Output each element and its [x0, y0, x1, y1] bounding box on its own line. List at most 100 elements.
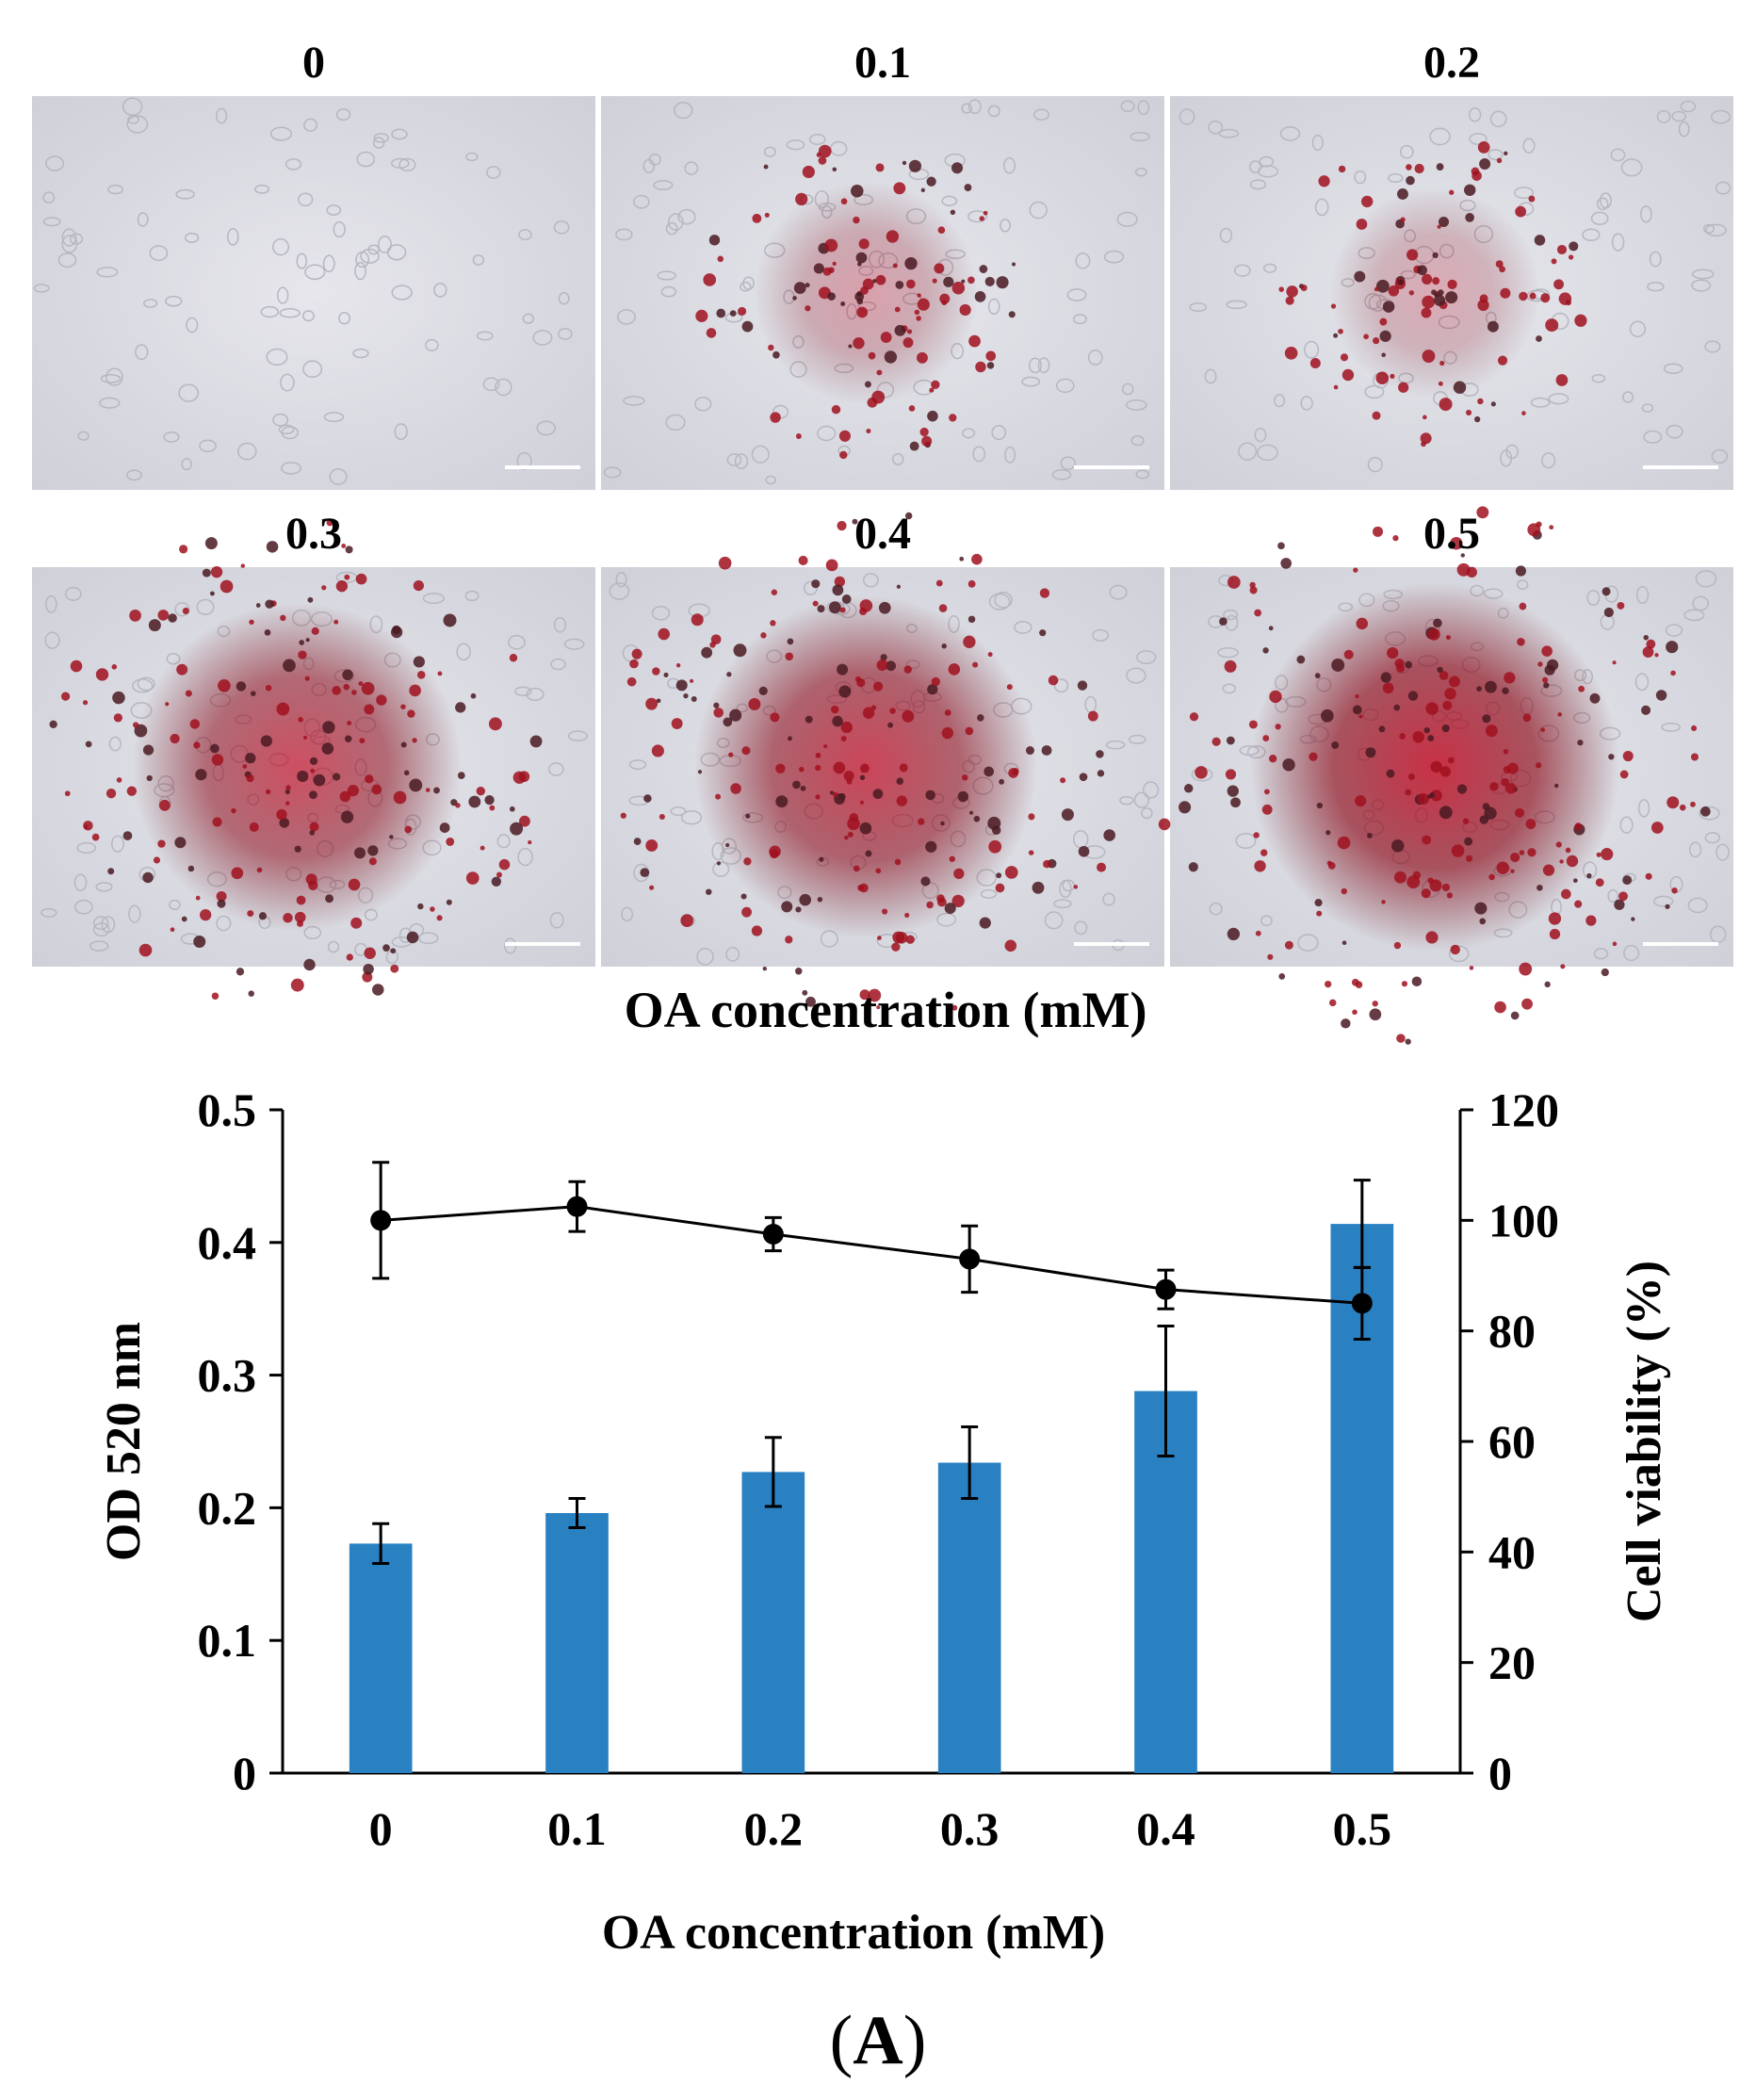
- lipid-droplet: [1254, 609, 1262, 617]
- lipid-droplet: [1262, 647, 1269, 654]
- lipid-droplet: [1264, 789, 1270, 795]
- lipid-droplet: [1260, 849, 1268, 856]
- lipid-droplet: [1386, 769, 1395, 778]
- lipid-droplet: [881, 908, 888, 915]
- lipid-droplet: [1417, 265, 1427, 276]
- lipid-droplet: [309, 790, 317, 800]
- cell-outline: [89, 940, 109, 952]
- cell-outline: [1037, 357, 1050, 374]
- lipid-droplet: [876, 1005, 881, 1010]
- lipid-droplet: [951, 1004, 958, 1011]
- lipid-droplet: [1365, 747, 1376, 758]
- lipid-droplet: [1337, 836, 1351, 850]
- lipid-droplet: [1519, 602, 1527, 610]
- lipid-droplet: [1430, 790, 1442, 802]
- lipid-droplet: [350, 917, 363, 929]
- lipid-droplet: [364, 947, 376, 960]
- cell-outline: [1699, 806, 1720, 821]
- cell-outline: [517, 848, 533, 867]
- cell-outline: [504, 937, 517, 954]
- lipid-droplet: [770, 712, 780, 723]
- lipid-droplet: [871, 390, 886, 404]
- lipid-droplet: [973, 815, 981, 822]
- lipid-droplet: [884, 350, 898, 364]
- lipid-droplet: [1549, 525, 1554, 530]
- lipid-droplet: [393, 790, 407, 805]
- lipid-droplet: [864, 381, 871, 388]
- cell-outline: [1059, 879, 1072, 899]
- cell-outline: [1488, 149, 1504, 161]
- od-bar: [349, 1543, 413, 1773]
- cell-outline: [1126, 399, 1147, 411]
- cell-outline: [1635, 586, 1650, 605]
- cell-outline: [163, 431, 180, 443]
- lipid-droplet: [170, 927, 175, 933]
- cell-outline: [651, 606, 671, 621]
- lipid-droplet: [1268, 755, 1277, 763]
- lipid-droplet: [142, 744, 154, 756]
- lipid-droplet: [752, 213, 762, 223]
- cell-outline: [57, 252, 77, 269]
- lipid-droplet: [1354, 270, 1366, 283]
- lipid-droplet: [819, 856, 824, 862]
- lipid-droplet: [1445, 291, 1458, 304]
- lipid-droplet: [741, 320, 754, 333]
- cell-outline: [967, 99, 982, 115]
- cell-outline: [323, 412, 345, 423]
- lipid-droplet: [148, 619, 161, 632]
- cell-outline: [1254, 428, 1267, 443]
- lipid-droplet: [170, 733, 180, 744]
- lipid-droplet: [645, 697, 658, 710]
- cell-outline: [394, 423, 408, 440]
- lipid-droplet: [1399, 733, 1406, 740]
- lipid-droplet: [937, 226, 946, 235]
- cell-outline: [621, 906, 634, 922]
- lipid-droplet: [1487, 320, 1499, 333]
- cell-outline: [149, 245, 169, 262]
- lipid-droplet: [1331, 741, 1340, 749]
- cell-outline: [1217, 646, 1239, 659]
- lipid-droplet: [931, 380, 940, 389]
- lipid-droplet: [904, 912, 910, 918]
- lipid-droplet: [800, 786, 806, 791]
- cell-outline: [64, 586, 82, 601]
- lipid-droplet: [1541, 645, 1553, 657]
- cell-outline: [1103, 250, 1125, 264]
- cell-outline: [42, 217, 61, 227]
- cell-outline: [199, 439, 217, 452]
- lipid-droplet: [1619, 770, 1629, 779]
- lipid-droplet: [1406, 175, 1415, 186]
- lipid-droplet: [187, 865, 195, 872]
- cell-outline: [972, 446, 986, 463]
- lipid-droplet: [1544, 981, 1551, 988]
- lipid-droplet: [1442, 700, 1453, 710]
- lipid-droplet: [865, 850, 872, 857]
- right-tick-label: 80: [1488, 1305, 1536, 1358]
- lipid-droplet: [841, 594, 852, 604]
- lipid-droplet: [840, 198, 848, 205]
- cell-outline: [967, 210, 988, 223]
- cell-outline: [677, 208, 696, 225]
- lipid-droplet: [181, 916, 187, 922]
- lipid-droplet: [715, 793, 722, 800]
- lipid-droplet: [1503, 749, 1509, 755]
- cell-outline: [1249, 179, 1267, 190]
- lipid-droplet: [1527, 523, 1541, 537]
- lipid-droplet: [1008, 311, 1016, 318]
- lipid-droplet: [1670, 670, 1676, 676]
- lipid-droplet: [1405, 789, 1412, 796]
- left-y-ticks: 0 0.1 0.2 0.3 0.4 0.5: [198, 1083, 283, 1799]
- lipid-droplet: [1248, 720, 1258, 729]
- lipid-droplet: [91, 833, 100, 841]
- lipid-droplet: [341, 544, 347, 548]
- lipid-droplet: [1355, 694, 1359, 699]
- lipid-droplet: [974, 291, 986, 302]
- lipid-droplet: [309, 830, 316, 836]
- lipid-droplet: [626, 676, 637, 687]
- cell-outline: [74, 899, 93, 915]
- lipid-droplet: [839, 450, 848, 460]
- cell-outline: [1704, 340, 1721, 353]
- lipid-droplet: [476, 786, 486, 796]
- lipid-droplet: [1460, 553, 1465, 558]
- lipid-droplet: [1429, 792, 1436, 798]
